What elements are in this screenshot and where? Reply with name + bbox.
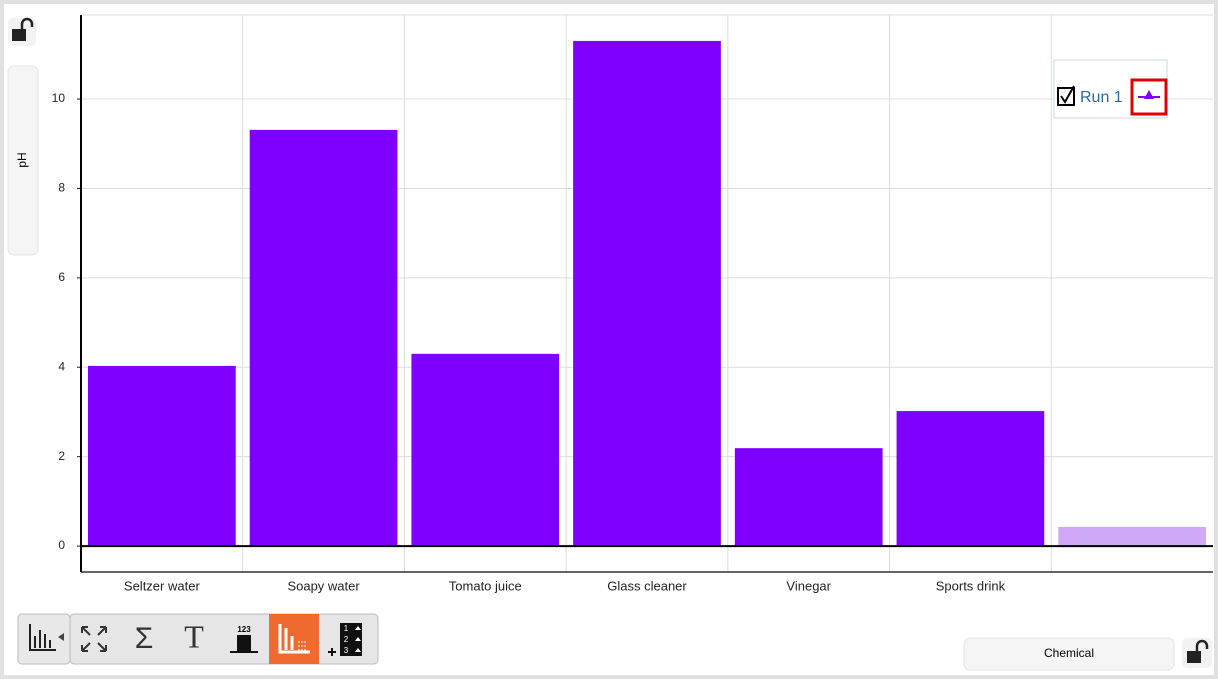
icon-text: 1 [344,624,349,633]
lock-button[interactable] [8,17,36,46]
y-tick-label: 6 [58,270,65,284]
y-tick-label: 0 [58,538,65,552]
y-tick-label: 4 [58,359,65,373]
x-axis-label-button[interactable] [963,637,1175,671]
toolbar-panel [69,613,379,665]
x-tick-label: Vinegar [786,578,831,593]
plot-area: 0 2 4 6 8 10 Seltzer water Soapy water Tomato ju… [52,14,1213,593]
y-axis-label: pH [15,152,29,167]
legend-label[interactable]: Run 1 [1080,89,1123,106]
bar-graph-button[interactable] [269,614,319,664]
y-tick-label: 8 [58,181,65,195]
bar-icon-dots [298,641,306,651]
x-axis-label: Chemical [1044,646,1094,660]
expand-arrow [58,633,64,641]
stats-button[interactable]: Σ [135,622,154,655]
legend-marker [1144,90,1154,99]
x-tick-label: Tomato juice [449,578,522,593]
graph-icon [29,624,56,651]
x-tick-label: Sports drink [936,578,1006,593]
table-button[interactable]: 1 2 3 [328,623,362,656]
check-mark [1060,85,1075,104]
y-axis-label-button[interactable] [7,65,39,256]
bar-icon [278,624,310,654]
x-tick-label: Seltzer water [124,578,201,593]
legend-marker-highlight[interactable] [1130,78,1168,116]
bar [1058,526,1206,547]
x-tick-label: Soapy water [287,578,360,593]
legend: Run 1 [1053,59,1168,119]
y-tick-label: 10 [52,91,66,105]
bar [573,40,721,547]
bar [896,411,1045,547]
data-labels-button[interactable]: 123 [230,625,258,653]
icon-text: 2 [344,635,349,644]
bar [734,448,883,547]
fit-button[interactable] [81,626,107,652]
bar [249,129,398,547]
bar [88,365,236,547]
bar [411,353,560,547]
toolbar: Σ T 123 1 2 3 [17,613,379,665]
icon-text: 3 [344,646,349,655]
y-tick-label: 2 [58,449,65,463]
x-tick-label: Glass cleaner [607,578,687,593]
icon-text: 123 [237,625,251,634]
annotation-button[interactable]: T [184,618,204,654]
lock-button[interactable] [1182,638,1212,668]
